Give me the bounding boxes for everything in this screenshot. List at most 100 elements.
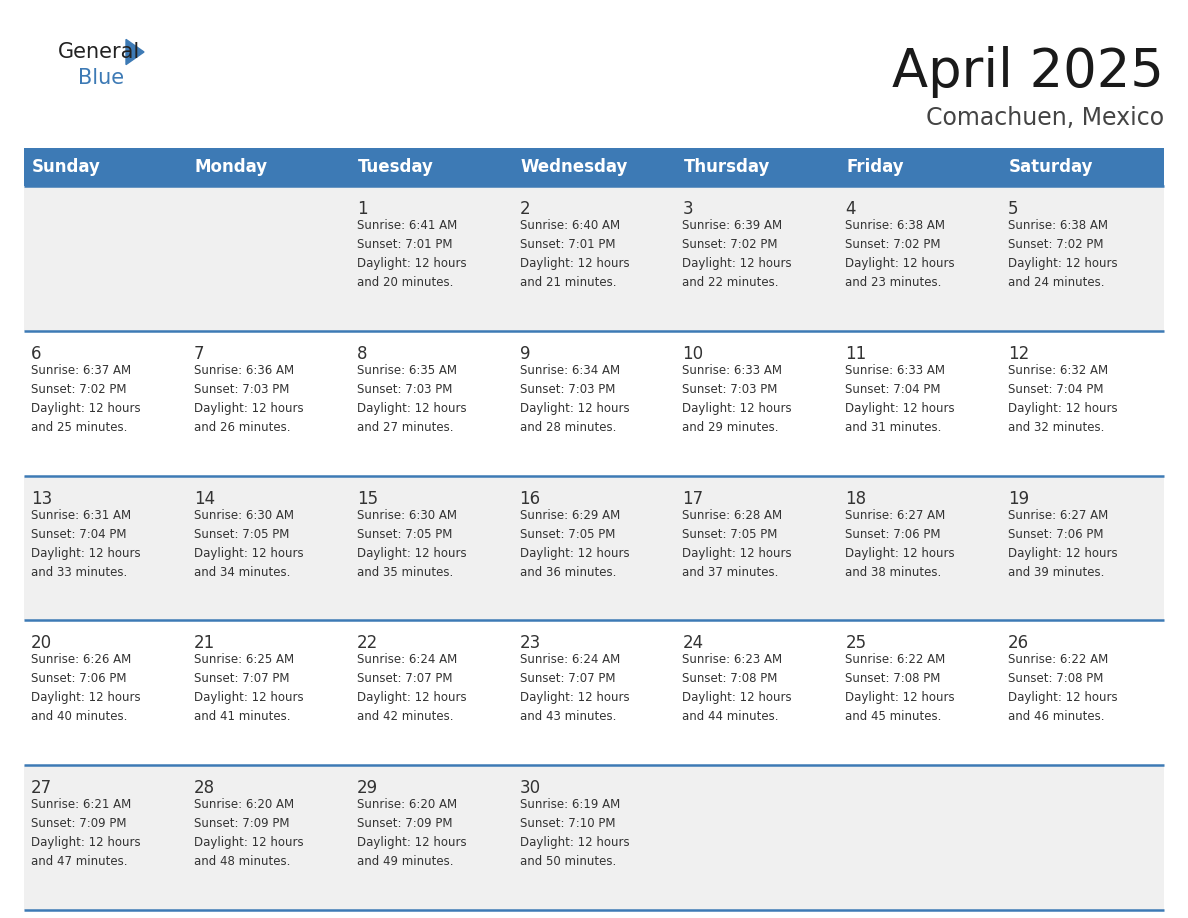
Text: 21: 21: [194, 634, 215, 653]
Bar: [24, 476, 1164, 621]
Bar: [24, 148, 187, 186]
Text: Daylight: 12 hours: Daylight: 12 hours: [682, 691, 792, 704]
Text: Sunrise: 6:22 AM: Sunrise: 6:22 AM: [1009, 654, 1108, 666]
Text: Sunrise: 6:38 AM: Sunrise: 6:38 AM: [846, 219, 946, 232]
Text: 16: 16: [519, 489, 541, 508]
Text: Sunrise: 6:32 AM: Sunrise: 6:32 AM: [1009, 364, 1108, 376]
Text: 22: 22: [356, 634, 378, 653]
Text: Daylight: 12 hours: Daylight: 12 hours: [682, 257, 792, 270]
Text: and 31 minutes.: and 31 minutes.: [846, 420, 942, 434]
Text: 28: 28: [194, 779, 215, 797]
Bar: [676, 148, 839, 186]
Text: Daylight: 12 hours: Daylight: 12 hours: [31, 836, 140, 849]
Text: Daylight: 12 hours: Daylight: 12 hours: [519, 546, 630, 560]
Text: Sunset: 7:04 PM: Sunset: 7:04 PM: [31, 528, 126, 541]
Text: Daylight: 12 hours: Daylight: 12 hours: [846, 546, 955, 560]
Text: Sunset: 7:03 PM: Sunset: 7:03 PM: [356, 383, 453, 396]
Text: 30: 30: [519, 779, 541, 797]
Text: and 32 minutes.: and 32 minutes.: [1009, 420, 1105, 434]
Text: 11: 11: [846, 345, 866, 363]
Text: 18: 18: [846, 489, 866, 508]
Text: Sunrise: 6:21 AM: Sunrise: 6:21 AM: [31, 798, 131, 812]
Text: and 45 minutes.: and 45 minutes.: [846, 711, 942, 723]
Text: 6: 6: [31, 345, 42, 363]
Text: Sunrise: 6:36 AM: Sunrise: 6:36 AM: [194, 364, 293, 376]
Text: Daylight: 12 hours: Daylight: 12 hours: [356, 691, 467, 704]
Text: Sunrise: 6:24 AM: Sunrise: 6:24 AM: [519, 654, 620, 666]
Text: Sunset: 7:06 PM: Sunset: 7:06 PM: [31, 672, 126, 686]
Text: Sunrise: 6:29 AM: Sunrise: 6:29 AM: [519, 509, 620, 521]
Text: 9: 9: [519, 345, 530, 363]
Text: Sunrise: 6:33 AM: Sunrise: 6:33 AM: [682, 364, 783, 376]
Text: Sunset: 7:07 PM: Sunset: 7:07 PM: [356, 672, 453, 686]
Text: Sunset: 7:07 PM: Sunset: 7:07 PM: [519, 672, 615, 686]
Text: Blue: Blue: [78, 68, 124, 88]
Text: 5: 5: [1009, 200, 1018, 218]
Text: Sunrise: 6:35 AM: Sunrise: 6:35 AM: [356, 364, 456, 376]
Text: Sunrise: 6:28 AM: Sunrise: 6:28 AM: [682, 509, 783, 521]
Text: Sunset: 7:07 PM: Sunset: 7:07 PM: [194, 672, 290, 686]
Text: Daylight: 12 hours: Daylight: 12 hours: [519, 836, 630, 849]
Text: Sunset: 7:03 PM: Sunset: 7:03 PM: [682, 383, 778, 396]
Text: Daylight: 12 hours: Daylight: 12 hours: [1009, 546, 1118, 560]
Text: Daylight: 12 hours: Daylight: 12 hours: [519, 257, 630, 270]
Text: Sunrise: 6:41 AM: Sunrise: 6:41 AM: [356, 219, 457, 232]
Text: Sunset: 7:05 PM: Sunset: 7:05 PM: [519, 528, 615, 541]
Text: Sunrise: 6:40 AM: Sunrise: 6:40 AM: [519, 219, 620, 232]
Text: Daylight: 12 hours: Daylight: 12 hours: [1009, 257, 1118, 270]
Text: 3: 3: [682, 200, 693, 218]
Text: Sunset: 7:08 PM: Sunset: 7:08 PM: [682, 672, 778, 686]
Text: and 42 minutes.: and 42 minutes.: [356, 711, 453, 723]
Text: 1: 1: [356, 200, 367, 218]
Text: Sunset: 7:06 PM: Sunset: 7:06 PM: [846, 528, 941, 541]
Text: Sunset: 7:04 PM: Sunset: 7:04 PM: [1009, 383, 1104, 396]
Text: and 25 minutes.: and 25 minutes.: [31, 420, 127, 434]
Text: Daylight: 12 hours: Daylight: 12 hours: [1009, 402, 1118, 415]
Text: Daylight: 12 hours: Daylight: 12 hours: [846, 402, 955, 415]
Text: Saturday: Saturday: [1009, 158, 1094, 176]
Text: Sunrise: 6:33 AM: Sunrise: 6:33 AM: [846, 364, 946, 376]
Text: Sunset: 7:03 PM: Sunset: 7:03 PM: [194, 383, 289, 396]
Text: and 26 minutes.: and 26 minutes.: [194, 420, 290, 434]
Text: Sunrise: 6:27 AM: Sunrise: 6:27 AM: [846, 509, 946, 521]
Text: General: General: [58, 42, 140, 62]
Text: Daylight: 12 hours: Daylight: 12 hours: [31, 691, 140, 704]
Text: Sunset: 7:06 PM: Sunset: 7:06 PM: [1009, 528, 1104, 541]
Text: Sunset: 7:08 PM: Sunset: 7:08 PM: [846, 672, 941, 686]
Text: and 34 minutes.: and 34 minutes.: [194, 565, 290, 578]
Text: Friday: Friday: [846, 158, 904, 176]
Text: and 27 minutes.: and 27 minutes.: [356, 420, 453, 434]
Bar: [24, 621, 1164, 766]
Text: Sunset: 7:09 PM: Sunset: 7:09 PM: [194, 817, 290, 830]
Text: Sunrise: 6:34 AM: Sunrise: 6:34 AM: [519, 364, 620, 376]
Text: and 36 minutes.: and 36 minutes.: [519, 565, 615, 578]
Text: 15: 15: [356, 489, 378, 508]
Text: Sunset: 7:05 PM: Sunset: 7:05 PM: [682, 528, 778, 541]
Text: Sunset: 7:02 PM: Sunset: 7:02 PM: [846, 238, 941, 251]
Text: and 38 minutes.: and 38 minutes.: [846, 565, 942, 578]
Text: Thursday: Thursday: [683, 158, 770, 176]
Text: Daylight: 12 hours: Daylight: 12 hours: [519, 402, 630, 415]
Text: 25: 25: [846, 634, 866, 653]
Text: Sunset: 7:09 PM: Sunset: 7:09 PM: [356, 817, 453, 830]
Text: Daylight: 12 hours: Daylight: 12 hours: [194, 546, 303, 560]
Text: Monday: Monday: [195, 158, 268, 176]
Text: Sunrise: 6:39 AM: Sunrise: 6:39 AM: [682, 219, 783, 232]
Text: Sunrise: 6:26 AM: Sunrise: 6:26 AM: [31, 654, 131, 666]
Text: and 50 minutes.: and 50 minutes.: [519, 856, 615, 868]
Text: Daylight: 12 hours: Daylight: 12 hours: [356, 402, 467, 415]
Text: and 23 minutes.: and 23 minutes.: [846, 276, 942, 289]
Text: Sunrise: 6:38 AM: Sunrise: 6:38 AM: [1009, 219, 1108, 232]
Text: Sunrise: 6:20 AM: Sunrise: 6:20 AM: [356, 798, 457, 812]
Text: Sunday: Sunday: [32, 158, 101, 176]
Text: Sunset: 7:02 PM: Sunset: 7:02 PM: [682, 238, 778, 251]
Text: and 29 minutes.: and 29 minutes.: [682, 420, 779, 434]
Text: 10: 10: [682, 345, 703, 363]
Text: Sunrise: 6:25 AM: Sunrise: 6:25 AM: [194, 654, 293, 666]
Text: Daylight: 12 hours: Daylight: 12 hours: [682, 402, 792, 415]
Bar: [187, 148, 349, 186]
Text: and 33 minutes.: and 33 minutes.: [31, 565, 127, 578]
Text: Daylight: 12 hours: Daylight: 12 hours: [682, 546, 792, 560]
Bar: [24, 330, 1164, 476]
Text: Daylight: 12 hours: Daylight: 12 hours: [846, 691, 955, 704]
